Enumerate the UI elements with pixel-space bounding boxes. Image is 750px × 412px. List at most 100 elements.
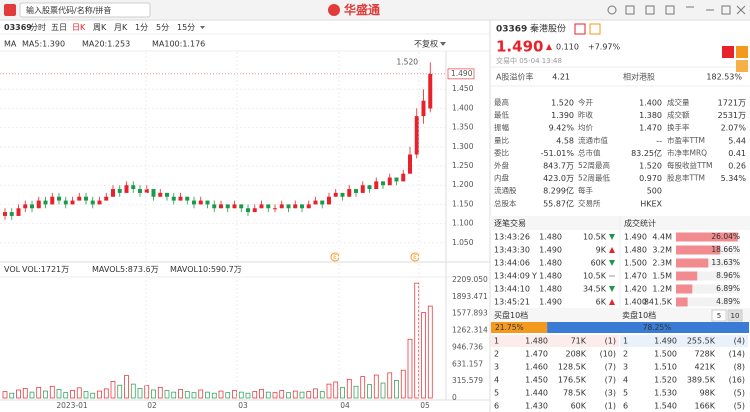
volume-bar [232, 390, 237, 399]
trade-price: 1.480 [539, 259, 562, 268]
side-button[interactable] [736, 46, 748, 58]
stat-value: 423.0万 [543, 174, 574, 183]
level-price: 1.540 [654, 402, 677, 411]
volume-bar [272, 392, 278, 399]
high-price-label: 1.520 [397, 57, 419, 66]
level-index: 2 [494, 350, 499, 359]
stat-value: 1.400 [639, 99, 662, 108]
premium-label: A股溢价率 [496, 72, 533, 82]
volume-bar [373, 374, 379, 399]
adjust-select[interactable]: 不复权 [414, 39, 438, 49]
volume-bar [414, 282, 420, 399]
stat-price: 1.400 [624, 298, 647, 307]
volume-bar [394, 380, 399, 399]
volume-bar [407, 338, 413, 399]
candle-body [144, 189, 149, 193]
chart-tab[interactable]: 周K [93, 23, 107, 32]
search-box[interactable] [19, 2, 151, 18]
candle-body [246, 208, 250, 213]
volume-bar [353, 385, 359, 399]
chart-tab[interactable]: 月K [114, 23, 128, 32]
stat-value: 5.44 [728, 136, 746, 145]
stat-value: 83.25亿 [631, 148, 662, 158]
level-count: (14) [729, 350, 745, 359]
volume-bar [171, 391, 177, 399]
volume-bar [421, 312, 426, 399]
side-button[interactable] [736, 60, 748, 72]
volume-bar [238, 391, 244, 399]
volume-bar [346, 378, 352, 399]
volume-bar [211, 392, 217, 399]
level-price: 1.530 [654, 389, 677, 398]
chart-tab[interactable]: 15分 [177, 23, 195, 32]
level-index: 2 [623, 350, 628, 359]
section-title: 卖盘10档 [622, 310, 656, 320]
dropdown-arrow [440, 42, 446, 46]
candle-body [354, 189, 358, 193]
volume-bar [292, 390, 298, 399]
volume-bar [279, 390, 285, 399]
volume-bar [340, 386, 345, 399]
trade-time: 13:44:09 [494, 272, 530, 281]
section-title: 买盘10档 [494, 310, 528, 320]
candle-body [367, 185, 372, 190]
volume-bar [63, 392, 69, 399]
chart-tab[interactable]: 1分 [135, 23, 148, 32]
candle-body [192, 200, 196, 205]
trade-volume: 34.5K [583, 285, 607, 294]
section-title: 逐笔交易 [494, 218, 526, 228]
depth-button[interactable] [727, 309, 743, 322]
y-tick-label: 1.200 [452, 180, 474, 189]
y-tick-label: 2209.050 [452, 275, 488, 284]
stat-label: 今开 [578, 97, 593, 107]
premium-value: 4.21 [552, 73, 570, 82]
volume-bar [178, 389, 183, 399]
icon-bell[interactable] [645, 5, 655, 15]
volume-bar [245, 392, 251, 399]
stat-value: HKEX [640, 199, 662, 208]
stat-label: 外盘 [494, 160, 509, 170]
volume-bar [16, 389, 21, 399]
candle-body [185, 196, 190, 201]
candle-body [70, 200, 75, 205]
level-price: 1.470 [525, 350, 548, 359]
level-count: (5) [734, 402, 745, 411]
ma-legend: MA5:1.390 [22, 40, 65, 49]
up-arrow [609, 247, 615, 253]
candle-body [63, 200, 68, 205]
candle-body [171, 196, 176, 201]
candle-body [387, 177, 392, 186]
ma-label: MA [4, 40, 17, 49]
stat-label: 52周最低 [578, 173, 611, 183]
chart-tab[interactable]: 5分 [156, 23, 169, 32]
up-arrow [546, 44, 552, 50]
icon-close[interactable] [736, 5, 746, 15]
chart-tab[interactable]: 日K [72, 23, 86, 32]
level-volume: 208K [565, 350, 586, 359]
volume-bar [22, 388, 28, 399]
badge [574, 23, 586, 35]
volume-bar [252, 391, 258, 399]
y-tick-label: 1.150 [452, 199, 474, 208]
last-price-label: 1.490 [451, 69, 473, 78]
depth-button[interactable] [711, 309, 727, 322]
stat-bar-bg [676, 271, 740, 281]
chart-tab[interactable]: 五日 [51, 23, 67, 32]
level-price: 1.510 [654, 363, 677, 372]
icon-user[interactable] [607, 5, 617, 15]
icon-maximize[interactable] [721, 5, 731, 15]
last-price-box [447, 68, 475, 80]
icon-mail[interactable] [625, 5, 635, 15]
volume-bar [191, 392, 197, 399]
stat-price: 1.470 [624, 272, 647, 281]
icon-skin[interactable] [665, 5, 675, 15]
stat-label: 股息率TTM [667, 173, 705, 183]
volume-bar [259, 389, 264, 399]
candle-body [219, 204, 223, 209]
relative-value: 182.53% [706, 73, 742, 82]
candle-body [374, 181, 379, 190]
volume-bar [83, 391, 89, 399]
side-button[interactable] [722, 46, 734, 58]
chart-tab[interactable]: 分时 [30, 22, 46, 32]
volume-bar [56, 389, 62, 399]
